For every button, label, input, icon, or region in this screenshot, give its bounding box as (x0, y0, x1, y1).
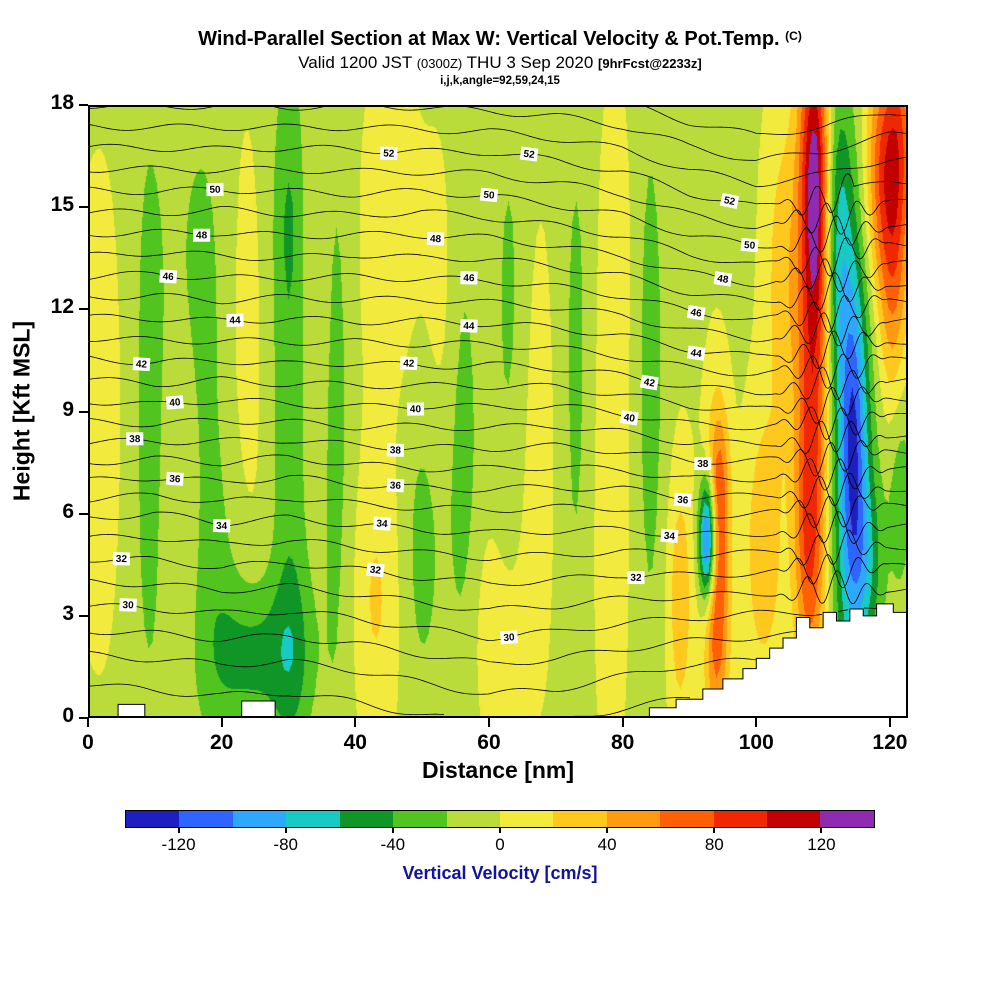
colorbar-tick-label: 0 (495, 835, 505, 854)
colorbar-tick (820, 828, 823, 833)
colorbar-tick (606, 828, 609, 833)
y-axis-tick (79, 614, 88, 617)
colorbar-segment (553, 811, 607, 827)
x-axis-tick (755, 718, 758, 727)
colorbar-tick (713, 828, 716, 833)
y-axis-tick-label: 12 (50, 295, 74, 319)
x-axis-tick-label: 40 (343, 731, 367, 754)
colorbar-tick-label: 80 (704, 835, 724, 854)
x-axis-tick (888, 718, 891, 727)
y-axis-tick (79, 512, 88, 515)
valid-time-zulu: (0300Z) (416, 56, 463, 71)
colorbar-tick-label: 40 (597, 835, 617, 854)
colorbar-title: Vertical Velocity [cm/s] (402, 863, 598, 883)
colorbar-segment (660, 811, 714, 827)
valid-time: Valid 1200 JST (298, 53, 412, 72)
x-axis-tick-label: 80 (610, 731, 635, 754)
header: Wind-Parallel Section at Max W: Vertical… (0, 26, 1000, 89)
colorbar-tick-label: -80 (273, 835, 298, 854)
x-axis-tick (220, 718, 223, 727)
colorbar-tick-label: 120 (807, 835, 836, 854)
colorbar (125, 810, 875, 828)
y-axis-tick-label: 0 (62, 704, 74, 727)
y-axis-tick (79, 410, 88, 413)
x-axis-tick (87, 718, 89, 727)
colorbar-segment (446, 811, 500, 827)
y-axis-tick (79, 104, 88, 106)
colorbar-segment (393, 811, 447, 827)
x-axis-title: Distance [nm] (421, 757, 575, 783)
colorbar-segment (820, 811, 874, 827)
colorbar-tick-label: -120 (161, 835, 196, 854)
x-axis-tick-label: 120 (872, 731, 908, 754)
colorbar-tick (391, 828, 394, 833)
x-axis-tick-label: 0 (82, 731, 94, 754)
colorbar-segment (232, 811, 287, 827)
x-axis-tick-label: 100 (738, 731, 774, 754)
cross-section-plot-canvas (88, 105, 908, 718)
colorbar-segment (179, 811, 233, 827)
colorbar-segment (606, 811, 661, 827)
y-axis-tick-label: 15 (50, 193, 74, 217)
y-axis-tick-label: 18 (50, 91, 74, 114)
y-axis-tick-label: 9 (62, 397, 74, 421)
chart-title: Wind-Parallel Section at Max W: Vertical… (0, 26, 1000, 52)
x-axis-tick-label: 60 (477, 731, 501, 754)
x-axis-tick (487, 718, 490, 727)
colorbar-tick (177, 828, 180, 833)
colorbar-segment (286, 811, 340, 827)
y-axis-tick (79, 308, 88, 311)
colorbar-segment (126, 811, 180, 827)
colorbar-area: Vertical Velocity [cm/s] -120 -80 -40 0 40 80… (125, 810, 875, 894)
colorbar-tick (499, 828, 501, 833)
colorbar-segment (339, 811, 394, 827)
colorbar-segment (767, 811, 821, 827)
x-axis-tick-label: 20 (209, 731, 234, 754)
valid-date: THU 3 Sep 2020 (466, 53, 594, 72)
x-axis-tick (354, 718, 357, 727)
colorbar-segment (713, 811, 768, 827)
chart-subtitle: Valid 1200 JST (0300Z) THU 3 Sep 2020 [9… (0, 52, 1000, 74)
colorbar-tick (284, 828, 287, 833)
grid-params: i,j,k,angle=92,59,24,15 (440, 75, 560, 88)
colorbar-segment (499, 811, 554, 827)
y-axis-tick-label: 6 (62, 499, 74, 523)
forecast-tag: [9hrFcst@2233z] (598, 56, 702, 71)
colorbar-tick-label: -40 (380, 835, 406, 854)
chart-title-text: Wind-Parallel Section at Max W: Vertical… (198, 28, 780, 50)
y-axis-tick-label: 3 (62, 601, 74, 625)
y-axis-title: Height [Kft MSL] (8, 320, 35, 502)
y-axis-tick (79, 717, 88, 719)
x-axis-tick (621, 718, 624, 727)
y-axis-tick (79, 206, 88, 209)
chart-title-units: (C) (785, 29, 802, 43)
